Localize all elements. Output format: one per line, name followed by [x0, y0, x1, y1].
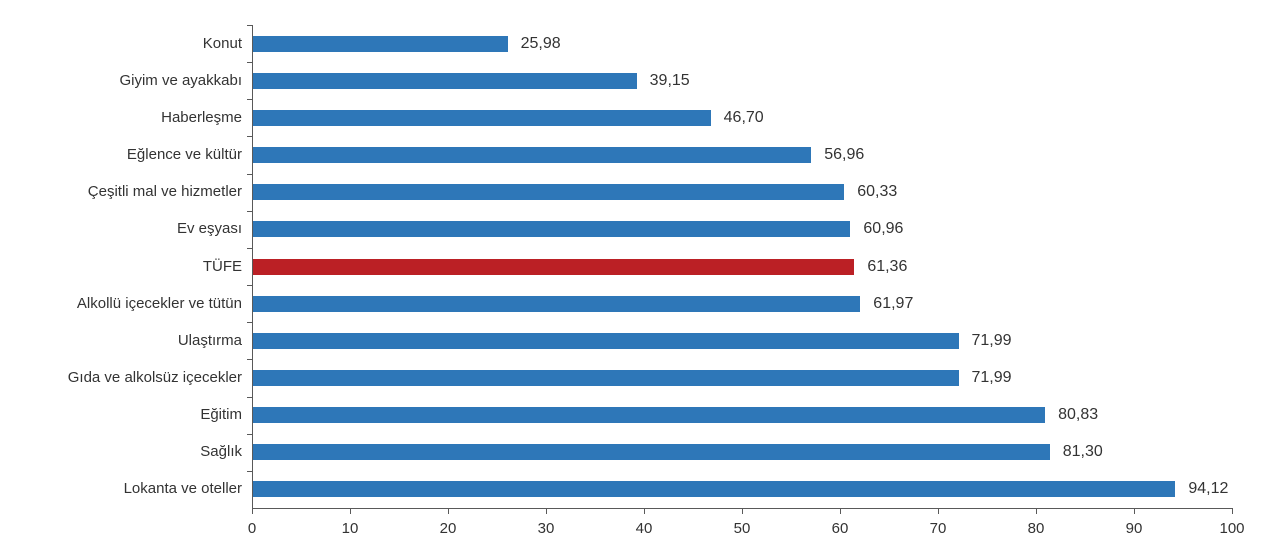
category-label: Sağlık — [200, 443, 242, 461]
x-axis-tick — [448, 509, 449, 514]
bar — [253, 369, 959, 386]
category-label: Eğlence ve kültür — [126, 146, 242, 164]
x-axis-tick-label: 10 — [341, 520, 359, 537]
value-label: 61,97 — [873, 294, 914, 312]
x-axis-tick — [938, 509, 939, 514]
category-label: Lokanta ve oteller — [123, 480, 242, 498]
y-axis-tick — [247, 210, 252, 212]
x-axis-tick-label: 90 — [1125, 520, 1143, 537]
value-label: 94,12 — [1188, 480, 1229, 498]
value-label: 71,99 — [971, 368, 1012, 386]
bar — [253, 295, 861, 312]
y-axis-tick — [247, 173, 252, 175]
value-label: 60,33 — [857, 183, 898, 201]
category-label: Konut — [202, 34, 242, 52]
bar — [253, 332, 959, 349]
category-label: Ev eşyası — [176, 220, 242, 238]
bar — [253, 35, 508, 52]
y-axis-tick — [247, 99, 252, 101]
value-label: 60,96 — [863, 220, 904, 238]
y-axis-tick — [247, 396, 252, 398]
x-axis-tick — [742, 509, 743, 514]
value-label: 71,99 — [971, 331, 1012, 349]
bar — [253, 407, 1046, 424]
bar — [253, 444, 1050, 461]
x-axis-tick-label: 80 — [1027, 520, 1045, 537]
x-axis-tick — [252, 509, 253, 514]
category-label: Giyim ve ayakkabı — [119, 71, 242, 89]
x-axis-tick-label: 100 — [1219, 520, 1245, 537]
x-axis-tick — [1232, 509, 1233, 514]
category-label: TÜFE — [202, 257, 242, 275]
x-axis-tick-label: 40 — [635, 520, 653, 537]
category-label: Alkollü içecekler ve tütün — [76, 294, 242, 312]
plot-area — [252, 25, 1233, 509]
x-axis-tick — [1134, 509, 1135, 514]
x-axis-tick-label: 0 — [247, 520, 257, 537]
y-axis-tick — [247, 247, 252, 249]
category-label: Gıda ve alkolsüz içecekler — [67, 368, 242, 386]
bar — [253, 147, 812, 164]
y-axis-tick — [247, 470, 252, 472]
bar — [253, 184, 845, 201]
value-label: 39,15 — [649, 71, 690, 89]
x-axis-tick — [546, 509, 547, 514]
bar — [253, 72, 637, 89]
x-axis-tick-label: 50 — [733, 520, 751, 537]
y-axis-tick — [247, 25, 252, 26]
category-label: Çeşitli mal ve hizmetler — [87, 183, 242, 201]
x-axis-tick — [350, 509, 351, 514]
x-axis-tick-label: 20 — [439, 520, 457, 537]
x-axis-tick — [644, 509, 645, 514]
y-axis-tick — [247, 433, 252, 435]
value-label: 81,30 — [1062, 443, 1103, 461]
x-axis-tick-label: 30 — [537, 520, 555, 537]
value-label: 61,36 — [867, 257, 908, 275]
y-axis-tick — [247, 285, 252, 287]
category-label: Haberleşme — [161, 108, 242, 126]
value-label: 56,96 — [824, 146, 865, 164]
bar — [253, 481, 1176, 498]
value-label: 25,98 — [520, 34, 561, 52]
value-label: 46,70 — [723, 108, 764, 126]
bar — [253, 109, 711, 126]
y-axis-tick — [247, 359, 252, 361]
y-axis-tick — [247, 322, 252, 324]
value-label: 80,83 — [1058, 406, 1099, 424]
y-axis-tick — [247, 136, 252, 138]
category-label: Ulaştırma — [177, 331, 242, 349]
x-axis-tick-label: 60 — [831, 520, 849, 537]
category-label: Eğitim — [200, 406, 242, 424]
x-axis-tick-label: 70 — [929, 520, 947, 537]
bar-highlight-tufe — [253, 258, 855, 275]
x-axis-tick — [840, 509, 841, 514]
bar — [253, 221, 851, 238]
y-axis-tick — [247, 62, 252, 64]
x-axis-tick — [1036, 509, 1037, 514]
